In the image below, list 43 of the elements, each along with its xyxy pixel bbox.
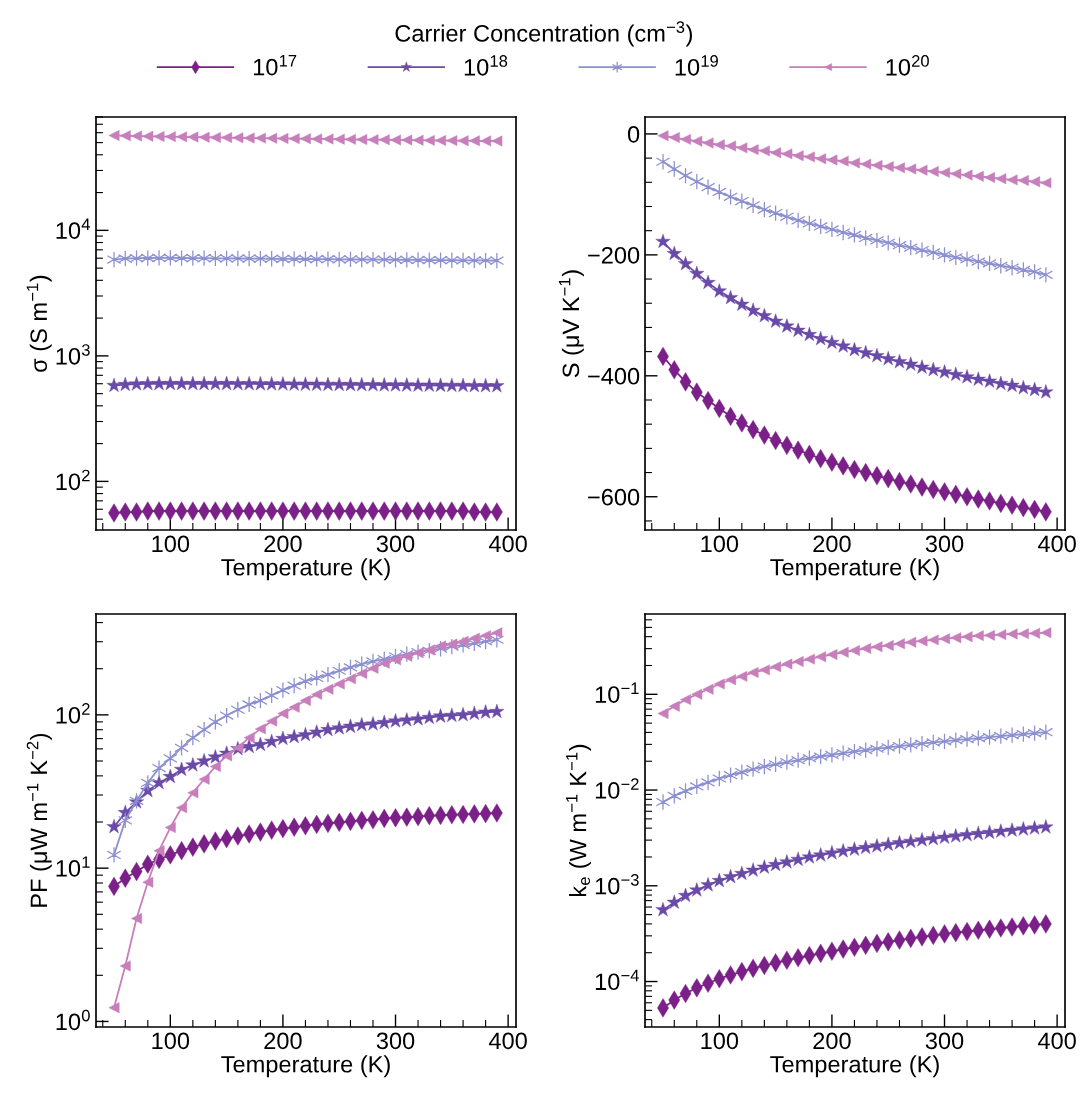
x-tick-label: 300 — [925, 1032, 964, 1050]
y-tick-label: 10$^{−2}$ — [595, 778, 639, 799]
y-axis-title: σ (S m$^{−1}$) — [26, 275, 52, 372]
y-tick-label: 10$^{2}$ — [56, 703, 90, 724]
y-tick-label: 10$^{−3}$ — [595, 874, 639, 895]
x-tick-label: 200 — [813, 1032, 851, 1050]
x-tick-label: 400 — [488, 1032, 527, 1050]
legend-label: 10$^{17}$ — [253, 55, 297, 76]
y-axis-title: PF (μW m$^{−1}$ K$^{−2}$) — [26, 733, 52, 907]
y-tick-label: 0 — [627, 126, 640, 143]
y-tick-label: −600 — [588, 488, 640, 506]
y-tick-label: 10$^{4}$ — [56, 218, 90, 239]
x-tick-label: 100 — [152, 535, 190, 553]
x-tick-label: 300 — [376, 1032, 415, 1050]
x-tick-label: 300 — [376, 535, 415, 553]
x-tick-label: 400 — [1037, 1032, 1076, 1050]
legend-label: 10$^{20}$ — [886, 55, 929, 76]
x-tick-label: 100 — [701, 535, 739, 553]
y-tick-label: 10$^{0}$ — [56, 1009, 90, 1031]
y-tick-label: 10$^{−1}$ — [595, 682, 639, 703]
x-tick-label: 100 — [152, 1032, 190, 1050]
x-tick-label: 200 — [264, 535, 302, 553]
y-tick-label: −400 — [588, 367, 640, 385]
y-axis-title: k$_{e}$ (W m$^{−1}$ K$^{−1}$) — [566, 744, 592, 897]
x-tick-label: 300 — [925, 535, 964, 553]
x-axis-title: Temperature (K) — [221, 558, 390, 581]
y-axis-title: S (μV K$^{−1}$) — [558, 270, 584, 378]
x-tick-label: 400 — [488, 535, 527, 553]
x-axis-title: Temperature (K) — [221, 1055, 390, 1078]
x-tick-label: 100 — [701, 1032, 739, 1050]
legend-label: 10$^{19}$ — [675, 55, 718, 76]
y-tick-label: 10$^{1}$ — [56, 856, 90, 877]
y-tick-label: 10$^{2}$ — [56, 469, 90, 491]
x-axis-title: Temperature (K) — [770, 1055, 939, 1078]
x-tick-label: 200 — [813, 535, 851, 553]
y-tick-label: 10$^{−4}$ — [595, 969, 639, 991]
legend-title: Carrier Concentration (cm$^{−3}$) — [395, 21, 692, 47]
x-tick-label: 200 — [264, 1032, 302, 1050]
y-tick-label: −200 — [588, 246, 640, 264]
x-tick-label: 400 — [1037, 535, 1076, 553]
y-tick-label: 10$^{3}$ — [56, 344, 90, 365]
x-axis-title: Temperature (K) — [770, 558, 939, 581]
legend-label: 10$^{18}$ — [464, 55, 508, 76]
